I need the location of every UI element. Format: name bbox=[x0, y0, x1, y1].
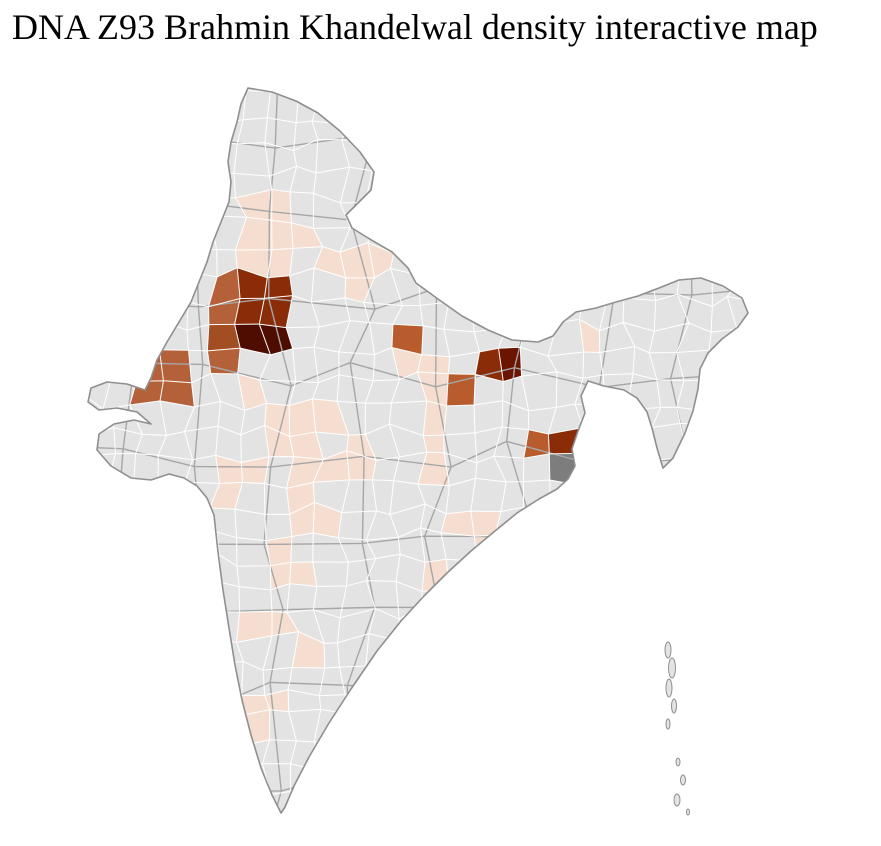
district-cell[interactable] bbox=[423, 400, 447, 436]
island[interactable] bbox=[665, 718, 671, 730]
district-cell[interactable] bbox=[391, 347, 422, 380]
island[interactable] bbox=[675, 757, 681, 767]
district-cell[interactable] bbox=[346, 434, 377, 461]
district-cell[interactable] bbox=[264, 425, 294, 457]
island[interactable] bbox=[686, 808, 690, 816]
district-cell[interactable] bbox=[234, 298, 265, 325]
district-cell[interactable] bbox=[368, 242, 394, 278]
district-cell[interactable] bbox=[474, 535, 502, 561]
island[interactable] bbox=[664, 641, 672, 659]
district-cell[interactable] bbox=[339, 242, 375, 278]
district-cell[interactable] bbox=[470, 511, 501, 537]
district-cell[interactable] bbox=[259, 324, 293, 355]
district-cell[interactable] bbox=[289, 561, 317, 587]
district-cell[interactable] bbox=[235, 217, 272, 251]
island[interactable] bbox=[668, 657, 676, 679]
island[interactable] bbox=[665, 678, 673, 698]
district-cell[interactable] bbox=[215, 455, 243, 484]
district-cell[interactable] bbox=[267, 248, 294, 278]
district-cell[interactable] bbox=[235, 189, 272, 221]
district-cell[interactable] bbox=[391, 324, 424, 355]
island[interactable] bbox=[673, 793, 681, 807]
district-cell[interactable] bbox=[264, 275, 293, 299]
district-cell[interactable] bbox=[498, 347, 522, 382]
district-cell[interactable] bbox=[159, 349, 192, 383]
district-cell[interactable] bbox=[417, 354, 450, 374]
district-cell[interactable] bbox=[441, 511, 475, 537]
district-cell[interactable] bbox=[271, 189, 292, 223]
district-cell[interactable] bbox=[271, 220, 294, 250]
district-cell[interactable] bbox=[417, 452, 450, 486]
district-cell[interactable] bbox=[259, 295, 293, 328]
district-cell[interactable] bbox=[207, 324, 241, 351]
district-cell[interactable] bbox=[264, 689, 289, 712]
island[interactable] bbox=[671, 698, 677, 714]
district-cell[interactable] bbox=[291, 222, 323, 249]
district-cell[interactable] bbox=[241, 456, 270, 484]
country-outline bbox=[88, 88, 748, 813]
district-cell[interactable] bbox=[264, 403, 290, 437]
district-cell[interactable] bbox=[344, 277, 375, 303]
district-cell[interactable] bbox=[209, 482, 243, 510]
district-cell[interactable] bbox=[289, 398, 316, 437]
island[interactable] bbox=[680, 774, 686, 786]
district-cell[interactable] bbox=[272, 611, 299, 636]
district-cell[interactable] bbox=[417, 371, 449, 406]
district-cell[interactable] bbox=[312, 398, 349, 436]
land-layer bbox=[88, 88, 748, 813]
district-cell[interactable] bbox=[236, 611, 273, 643]
district-cell[interactable] bbox=[286, 482, 315, 515]
district-cell[interactable] bbox=[160, 380, 195, 407]
district-cell[interactable] bbox=[240, 709, 270, 746]
district-cell[interactable] bbox=[289, 431, 324, 460]
district-cell[interactable] bbox=[579, 319, 600, 353]
page-title: DNA Z93 Brahmin Khandelwal density inter… bbox=[12, 7, 818, 47]
district-cell[interactable] bbox=[475, 348, 504, 382]
district-cell[interactable] bbox=[208, 267, 241, 307]
district-cell[interactable] bbox=[313, 502, 342, 538]
district-cell[interactable] bbox=[234, 324, 271, 355]
district-cell[interactable] bbox=[237, 373, 267, 411]
andaman-nicobar-islands[interactable] bbox=[664, 641, 690, 816]
district-cell[interactable] bbox=[235, 249, 272, 278]
district-cell[interactable] bbox=[240, 695, 270, 716]
district-cell[interactable] bbox=[292, 631, 325, 668]
district-cell[interactable] bbox=[423, 434, 445, 453]
district-cell[interactable] bbox=[289, 502, 315, 537]
